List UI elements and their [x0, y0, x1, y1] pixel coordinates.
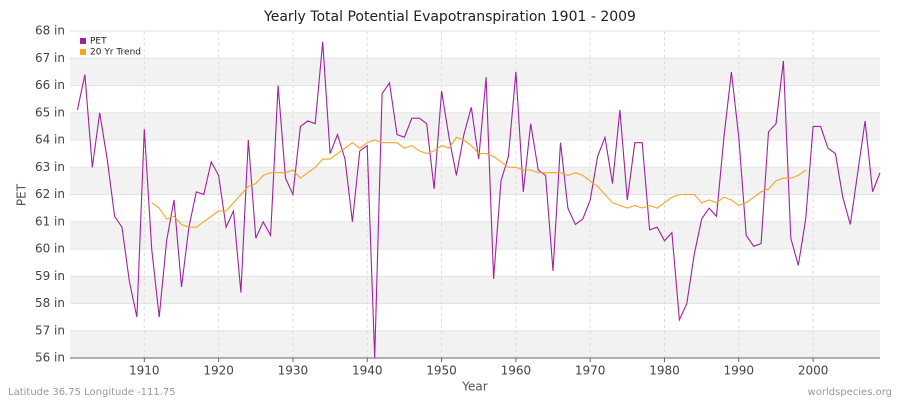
grid-band	[70, 330, 880, 358]
y-tick-label: 65 in	[35, 105, 65, 119]
y-tick-label: 59 in	[35, 269, 65, 283]
footer-right: worldspecies.org	[808, 387, 892, 398]
y-tick-label: 56 in	[35, 351, 65, 365]
footer-left: Latitude 36.75 Longitude -111.75	[8, 387, 176, 398]
legend-swatch	[80, 38, 86, 44]
x-tick-label: 1930	[278, 364, 309, 378]
x-tick-label: 1960	[501, 364, 532, 378]
y-tick-label: 66 in	[35, 78, 65, 92]
y-tick-label: 63 in	[35, 160, 65, 174]
legend-swatch	[80, 49, 86, 55]
legend-label: PET	[90, 37, 107, 47]
y-tick-label: 68 in	[35, 24, 65, 38]
series-line	[151, 136, 807, 228]
x-tick-label: 1920	[203, 364, 234, 378]
x-tick-label: 1950	[426, 364, 457, 378]
grid-band	[70, 276, 880, 304]
y-tick-label: 57 in	[35, 323, 65, 337]
x-tick-label: 1980	[649, 364, 680, 378]
y-axis-label: PET	[15, 183, 29, 206]
y-tick-label: 64 in	[35, 133, 65, 147]
x-axis-label: Year	[461, 380, 487, 394]
y-tick-label: 67 in	[35, 51, 65, 65]
chart-title: Yearly Total Potential Evapotranspiratio…	[263, 9, 636, 25]
x-tick-label: 2000	[798, 364, 829, 378]
legend-label: 20 Yr Trend	[90, 48, 141, 58]
y-tick-label: 58 in	[35, 296, 65, 310]
x-tick-label: 1990	[724, 364, 755, 378]
x-tick-label: 1910	[129, 364, 160, 378]
x-tick-label: 1940	[352, 364, 383, 378]
y-tick-label: 62 in	[35, 187, 65, 201]
y-tick-label: 60 in	[35, 242, 65, 256]
grid-band	[70, 167, 880, 195]
series-line	[76, 41, 881, 359]
grid-band	[70, 58, 880, 86]
y-tick-label: 61 in	[35, 214, 65, 228]
x-tick-label: 1970	[575, 364, 606, 378]
